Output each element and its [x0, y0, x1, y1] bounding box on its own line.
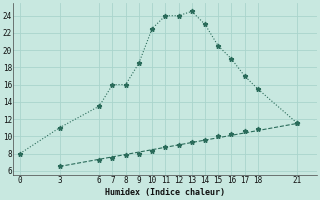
- X-axis label: Humidex (Indice chaleur): Humidex (Indice chaleur): [105, 188, 225, 197]
